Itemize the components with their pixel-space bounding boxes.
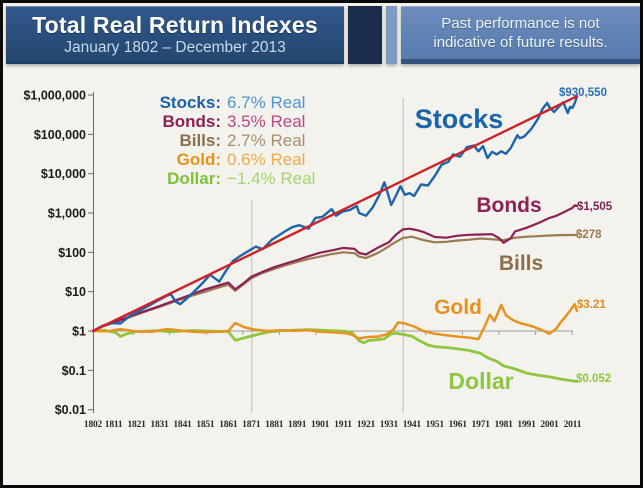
stocks-line bbox=[91, 95, 579, 333]
bills-end-value: $278 bbox=[576, 229, 602, 241]
legend-value-bills: 2.7% Real bbox=[227, 131, 306, 150]
y-axis-label: $0.01 bbox=[55, 403, 86, 417]
legend-value-bonds: 3.5% Real bbox=[227, 112, 306, 131]
legend-value-dollar: −1.4% Real bbox=[227, 169, 316, 188]
stocks-end-value: $930,550 bbox=[559, 87, 607, 99]
x-axis-label: 1931 bbox=[380, 420, 399, 430]
page-title: Total Real Return Indexes bbox=[32, 11, 318, 38]
x-axis-label: 1811 bbox=[105, 420, 123, 430]
header-blue-stripe bbox=[386, 6, 397, 64]
disclaimer-line-2: indicative of future results. bbox=[433, 33, 608, 51]
legend-row-gold: Gold: 0.6% Real bbox=[129, 150, 341, 169]
stocks-series-label: Stocks bbox=[415, 104, 504, 134]
legend-label-bonds: Bonds: bbox=[162, 112, 221, 131]
dollar-series-label: Dollar bbox=[448, 368, 513, 394]
x-axis-label: 1891 bbox=[288, 420, 307, 430]
bonds-end-value: $1,505 bbox=[577, 201, 613, 213]
legend-value-stocks: 6.7% Real bbox=[227, 93, 306, 112]
x-axis-label: 1881 bbox=[265, 420, 284, 430]
x-axis-label: 2011 bbox=[564, 420, 582, 430]
gold-line bbox=[91, 302, 579, 341]
dollar-end-value: $0.052 bbox=[576, 373, 611, 385]
x-axis-label: 1951 bbox=[426, 420, 445, 430]
x-axis-label: 1831 bbox=[150, 420, 169, 430]
x-axis-label: 1961 bbox=[449, 420, 468, 430]
x-axis-label: 1911 bbox=[334, 420, 352, 430]
x-axis-label: 1841 bbox=[173, 420, 192, 430]
x-axis-label: 1991 bbox=[517, 420, 536, 430]
x-axis-label: 1821 bbox=[127, 420, 146, 430]
legend-row-dollar: Dollar: −1.4% Real bbox=[129, 169, 341, 188]
legend-row-bills: Bills: 2.7% Real bbox=[129, 131, 341, 150]
legend-label-dollar: Dollar: bbox=[167, 169, 221, 188]
trend-line bbox=[91, 95, 579, 333]
page-subtitle: January 1802 – December 2013 bbox=[64, 38, 286, 56]
legend-row-bonds: Bonds: 3.5% Real bbox=[129, 112, 341, 131]
y-axis-label: $100,000 bbox=[34, 128, 86, 142]
y-axis-label: $0.1 bbox=[62, 364, 86, 378]
x-axis-label: 2001 bbox=[540, 420, 559, 430]
x-axis-label: 1971 bbox=[472, 420, 491, 430]
y-axis-label: $10,000 bbox=[41, 167, 86, 181]
x-axis-label: 1901 bbox=[311, 420, 330, 430]
x-axis-label: 1921 bbox=[357, 420, 376, 430]
legend-label-gold: Gold: bbox=[176, 150, 221, 169]
header-navy-divider bbox=[348, 6, 382, 64]
legend-value-gold: 0.6% Real bbox=[227, 150, 306, 169]
y-axis-label: $1,000,000 bbox=[23, 89, 86, 103]
x-axis-label: 1941 bbox=[403, 420, 422, 430]
legend-label-stocks: Stocks: bbox=[159, 93, 221, 112]
y-axis-label: $100 bbox=[58, 246, 86, 260]
x-axis-label: 1861 bbox=[219, 420, 238, 430]
gold-end-value: $3.21 bbox=[577, 299, 606, 311]
legend-row-stocks: Stocks: 6.7% Real bbox=[129, 93, 341, 112]
bills-series-label: Bills bbox=[499, 252, 543, 275]
y-axis-label: $1,000 bbox=[48, 207, 86, 221]
chart-svg: $1,000,000 $100,000 $10,000 $1,000 $100 $10 $1… bbox=[23, 87, 613, 430]
chart-legend: Stocks: 6.7% Real Bonds: 3.5% Real Bills: 2.7… bbox=[129, 93, 341, 188]
x-axis-label: 1802 bbox=[84, 420, 103, 430]
y-axis-label: $1 bbox=[72, 325, 86, 339]
gold-series-label: Gold bbox=[434, 296, 482, 319]
x-axis-label: 1981 bbox=[494, 420, 513, 430]
x-axis-label: 1871 bbox=[242, 420, 261, 430]
header-title-box: Total Real Return Indexes January 1802 –… bbox=[6, 6, 344, 64]
x-axis-label: 1851 bbox=[196, 420, 215, 430]
y-axis-label: $10 bbox=[65, 285, 86, 299]
legend-label-bills: Bills: bbox=[179, 131, 221, 150]
disclaimer-line-1: Past performance is not bbox=[441, 14, 600, 32]
bonds-series-label: Bonds bbox=[476, 194, 541, 217]
header-disclaimer-box: Past performance is not indicative of fu… bbox=[401, 6, 640, 64]
